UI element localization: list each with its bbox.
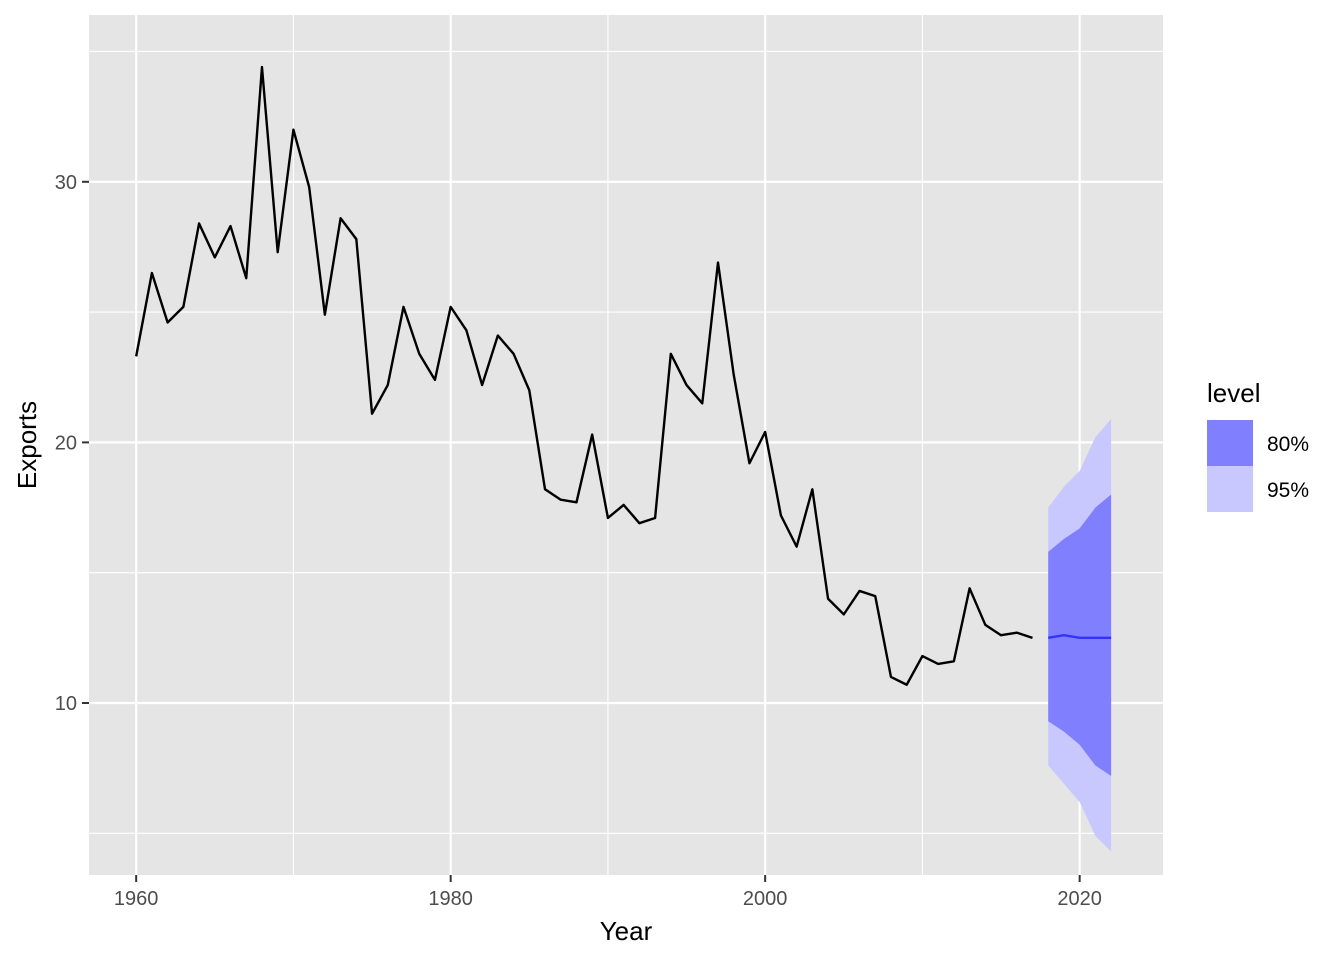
legend-label-95: 95% bbox=[1267, 479, 1309, 502]
prediction-intervals bbox=[1048, 418, 1112, 852]
x-axis-title: Year bbox=[600, 916, 653, 946]
legend-label-80: 80% bbox=[1267, 433, 1309, 456]
history-line bbox=[134, 65, 1033, 686]
legend-key-95 bbox=[1207, 466, 1253, 512]
y-tick-label: 10 bbox=[55, 693, 77, 715]
x-tick-label: 1960 bbox=[114, 888, 159, 910]
y-axis: 10 20 30 bbox=[55, 172, 89, 715]
plot-panel bbox=[89, 15, 1163, 875]
y-tick-label: 20 bbox=[55, 432, 77, 454]
y-axis-title: Exports bbox=[12, 401, 42, 489]
minor-gridlines bbox=[89, 15, 1163, 875]
legend-key-80 bbox=[1207, 420, 1253, 466]
legend-title: level bbox=[1207, 378, 1260, 408]
major-gridlines bbox=[89, 15, 1163, 875]
x-tick-label: 2000 bbox=[743, 888, 788, 910]
forecast-mean-line bbox=[1048, 634, 1112, 640]
x-tick-label: 2020 bbox=[1057, 888, 1102, 910]
band-80 bbox=[1048, 494, 1112, 776]
legend: level 80% 95% bbox=[1207, 378, 1309, 512]
series-lines bbox=[134, 65, 1112, 686]
y-tick-label: 30 bbox=[55, 172, 77, 194]
x-tick-label: 1980 bbox=[428, 888, 473, 910]
x-axis: 1960 1980 2000 2020 bbox=[114, 875, 1102, 910]
